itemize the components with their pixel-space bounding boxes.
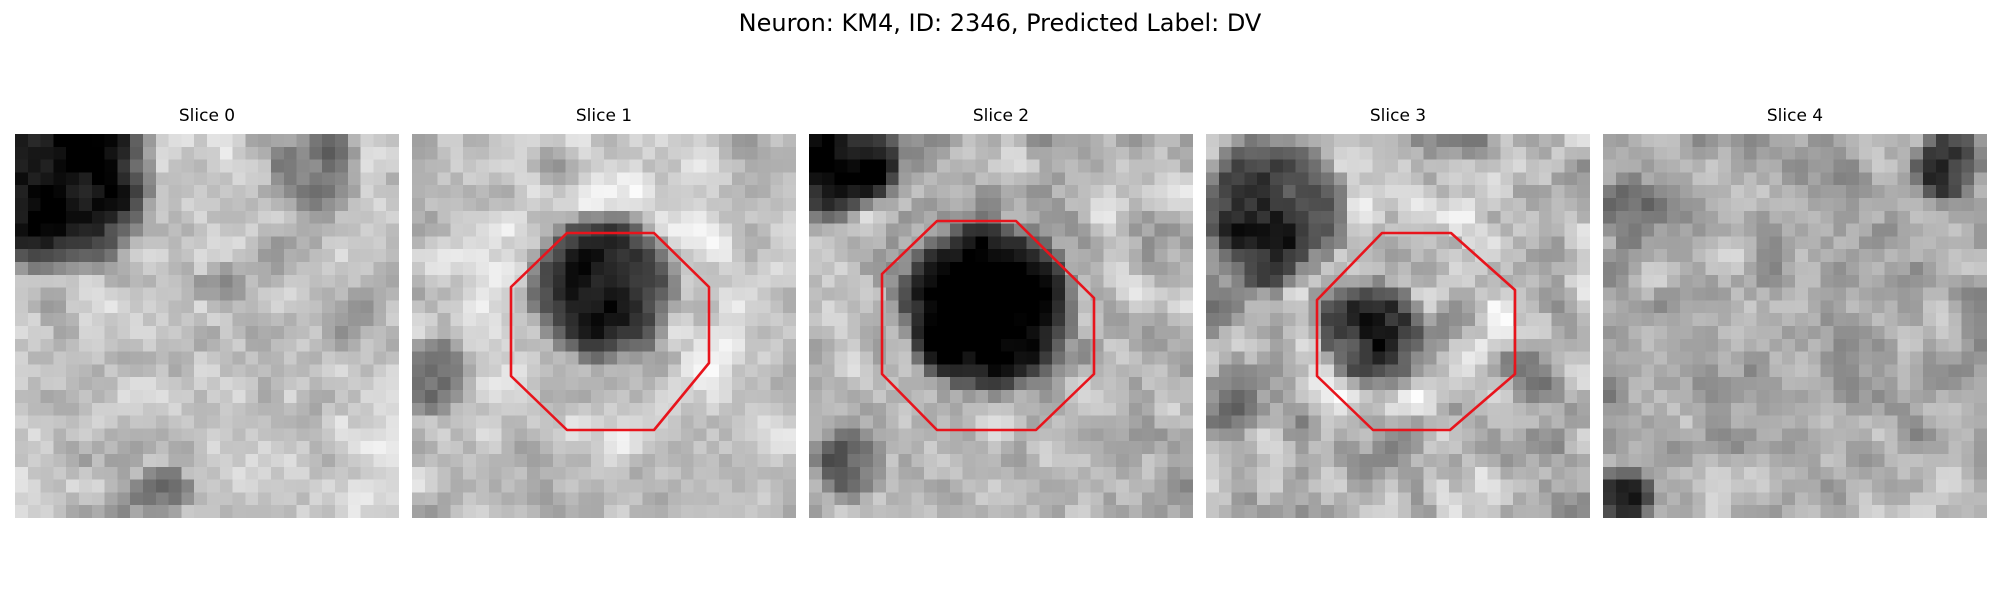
slice-panel-0: Slice 0 (15, 106, 399, 518)
slice-panel-4: Slice 4 (1603, 106, 1987, 518)
slice-title: Slice 1 (575, 106, 633, 126)
slice-title: Slice 3 (1369, 106, 1427, 126)
slice-panel-1: Slice 1 (412, 106, 796, 518)
roi-outline (1315, 231, 1517, 432)
slice-image (15, 134, 399, 518)
slice-title: Slice 0 (178, 106, 236, 126)
figure-title: Neuron: KM4, ID: 2346, Predicted Label: … (738, 9, 1262, 37)
roi-outline (509, 231, 711, 432)
slice-image (1206, 134, 1590, 518)
slice-title: Slice 4 (1766, 106, 1824, 126)
slice-image (1603, 134, 1987, 518)
slice-image (809, 134, 1193, 518)
slice-image (412, 134, 796, 518)
roi-outline (880, 219, 1096, 432)
slice-panel-3: Slice 3 (1206, 106, 1590, 518)
slice-title: Slice 2 (972, 106, 1030, 126)
slice-panel-2: Slice 2 (809, 106, 1193, 518)
